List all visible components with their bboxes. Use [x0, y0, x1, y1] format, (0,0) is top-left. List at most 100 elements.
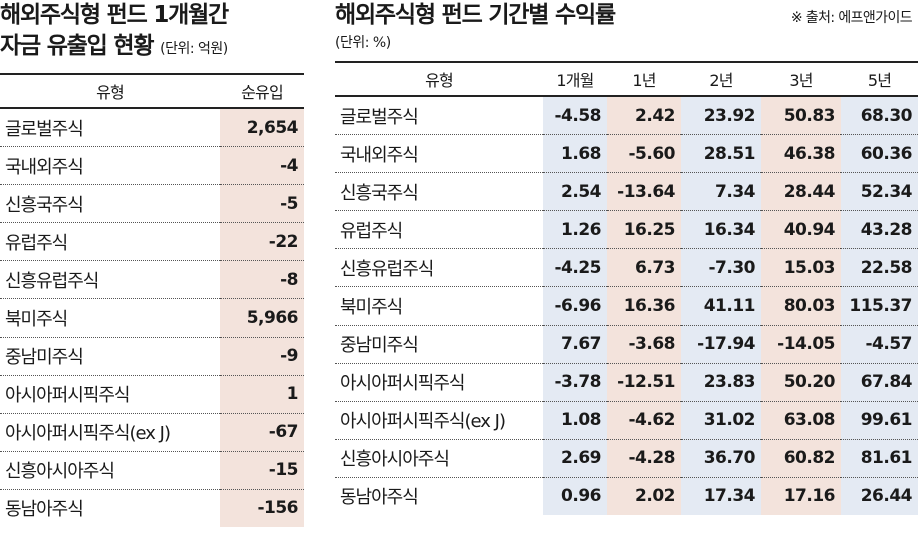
fund-type-name: 북미주식 [0, 298, 220, 338]
return-value: 50.83 [761, 96, 841, 136]
left-title-text: 자금 유출입 현황 [0, 33, 155, 59]
fund-type-name: 동남아주식 [5, 499, 84, 521]
col-header-period: 5년 [841, 61, 918, 97]
fund-type-name: 동남아주식 [340, 487, 419, 509]
return-value: 115.37 [841, 286, 918, 326]
return-value: -4.57 [841, 325, 918, 364]
return-value: 80.03 [761, 286, 841, 326]
return-value: 15.03 [761, 248, 841, 288]
col-header-period: 1년 [607, 61, 681, 97]
table-row: 아시아퍼시픽주식 -3.78 -12.51 23.83 50.20 67.84 [335, 363, 918, 402]
fund-flow-table: 유형 순유입 글로벌주식 2,654 국내외주식 -4 신흥국주식 -5 유럽주식 -22 신흥… [0, 73, 304, 528]
col-header-period: 2년 [681, 61, 761, 97]
net-inflow-value: -156 [220, 489, 304, 528]
return-value: 28.44 [761, 172, 841, 212]
return-value: 23.92 [681, 96, 761, 136]
table-row: 신흥국주식 -5 [0, 184, 304, 224]
return-value: -3.78 [543, 363, 607, 402]
return-value: 17.16 [761, 477, 841, 516]
return-value: 22.58 [841, 248, 918, 288]
net-inflow-value: -4 [220, 146, 304, 186]
left-panel: 해외주식형 펀드 1개월간 자금 유출입 현황 (단위: 억원) 유형 순유입 … [0, 0, 304, 528]
table-row: 아시아퍼시픽주식(ex J) -67 [0, 413, 304, 452]
return-value: 52.34 [841, 172, 918, 212]
return-value: 2.42 [607, 96, 681, 136]
return-value: 67.84 [841, 363, 918, 402]
net-inflow-value: -67 [220, 413, 304, 452]
col-header-period: 1개월 [543, 61, 607, 97]
return-value: 2.54 [543, 172, 607, 212]
return-value: 1.08 [543, 401, 607, 440]
table-row: 아시아퍼시픽주식 1 [0, 375, 304, 414]
return-value: -4.28 [607, 439, 681, 478]
return-value: 16.36 [607, 286, 681, 326]
table-row: 북미주식 -6.96 16.36 41.11 80.03 115.37 [335, 286, 918, 326]
return-value: 50.20 [761, 363, 841, 402]
return-value: 7.67 [543, 325, 607, 364]
net-inflow-value: 1 [220, 375, 304, 414]
return-value: 99.61 [841, 401, 918, 440]
net-inflow-value: 2,654 [220, 108, 304, 148]
table-row: 아시아퍼시픽주식(ex J) 1.08 -4.62 31.02 63.08 99.61 [335, 401, 918, 440]
return-value: 7.34 [681, 172, 761, 212]
table-row: 글로벌주식 2,654 [0, 108, 304, 148]
return-value: -14.05 [761, 325, 841, 364]
fund-type-name: 아시아퍼시픽주식(ex J) [0, 413, 220, 452]
return-value: 16.25 [607, 210, 681, 250]
fund-type-name: 신흥유럽주식 [335, 248, 543, 288]
col-header-net-inflow: 순유입 [220, 73, 304, 109]
table-row: 중남미주식 7.67 -3.68 -17.94 -14.05 -4.57 [335, 325, 918, 364]
return-value: -12.51 [607, 363, 681, 402]
left-unit: (단위: 억원) [160, 41, 228, 57]
return-value: 46.38 [761, 134, 841, 174]
net-inflow-value: -22 [220, 222, 304, 262]
net-inflow-value: -15 [220, 451, 304, 490]
source-note: ※ 출처: 에프앤가이드 [790, 10, 913, 26]
return-value: 2.02 [607, 477, 681, 516]
return-value: -7.30 [681, 248, 761, 288]
fund-type-name: 국내외주식 [0, 146, 220, 186]
return-value: 40.94 [761, 210, 841, 250]
return-value: -3.68 [607, 325, 681, 364]
fund-return-table: 유형 1개월 1년 2년 3년 5년 글로벌주식 -4.58 2.42 23.92 50.83 68… [335, 61, 918, 516]
return-value: 6.73 [607, 248, 681, 288]
return-value: 1.68 [543, 134, 607, 174]
table-header-row: 유형 1개월 1년 2년 3년 5년 [335, 61, 918, 97]
net-inflow-value: 5,966 [220, 298, 304, 338]
table-row: 유럽주식 -22 [0, 222, 304, 262]
table-row: 신흥유럽주식 -4.25 6.73 -7.30 15.03 22.58 [335, 248, 918, 288]
return-value: -17.94 [681, 325, 761, 364]
table-row: 국내외주식 -4 [0, 146, 304, 186]
fund-type-name: 국내외주식 [335, 134, 543, 174]
table-row: 동남아주식 -156 [0, 489, 304, 528]
col-header-period: 3년 [761, 61, 841, 97]
left-title-line2: 자금 유출입 현황 (단위: 억원) [0, 31, 304, 65]
table-row: 신흥아시아주식 2.69 -4.28 36.70 60.82 81.61 [335, 439, 918, 478]
fund-type-name: 중남미주식 [0, 337, 220, 376]
fund-type-name: 유럽주식 [0, 222, 220, 262]
return-value: 31.02 [681, 401, 761, 440]
return-value: 26.44 [841, 477, 918, 516]
right-unit: (단위: %) [335, 35, 391, 51]
return-value: -4.25 [543, 248, 607, 288]
table-row: 동남아주식 0.96 2.02 17.34 17.16 26.44 [335, 477, 918, 516]
return-value: 36.70 [681, 439, 761, 478]
return-value: 23.83 [681, 363, 761, 402]
return-value: 68.30 [841, 96, 918, 136]
table-row: 글로벌주식 -4.58 2.42 23.92 50.83 68.30 [335, 96, 918, 136]
fund-type-name: 유럽주식 [335, 210, 543, 250]
right-title-row: 해외주식형 펀드 기간별 수익률 ※ 출처: 에프앤가이드 [335, 0, 918, 31]
return-value: 28.51 [681, 134, 761, 174]
table-row: 유럽주식 1.26 16.25 16.34 40.94 43.28 [335, 210, 918, 250]
table-row: 북미주식 5,966 [0, 298, 304, 338]
fund-type-name: 아시아퍼시픽주식 [335, 363, 543, 402]
return-value: 17.34 [681, 477, 761, 516]
right-panel: 해외주식형 펀드 기간별 수익률 ※ 출처: 에프앤가이드 (단위: %) 유형… [335, 0, 918, 516]
table-header-row: 유형 순유입 [0, 73, 304, 109]
right-title: 해외주식형 펀드 기간별 수익률 [335, 2, 616, 28]
table-row: 신흥유럽주식 -8 [0, 260, 304, 300]
fund-type-name: 글로벌주식 [335, 96, 543, 136]
net-inflow-value: -5 [220, 184, 304, 224]
left-title-line1: 해외주식형 펀드 1개월간 [0, 2, 229, 28]
return-value: 1.26 [543, 210, 607, 250]
